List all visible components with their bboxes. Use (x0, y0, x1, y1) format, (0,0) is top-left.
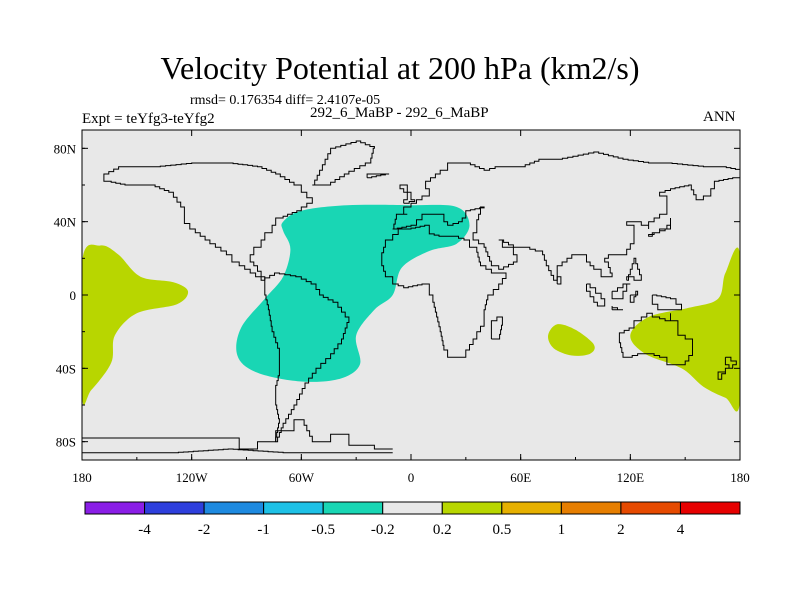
colorbar-label: 1 (558, 522, 566, 538)
y-tick-label: 80S (56, 435, 76, 450)
chart-title: Velocity Potential at 200 hPa (km2/s) (160, 50, 640, 86)
coastline-14 (629, 290, 639, 303)
coastline-5 (381, 224, 507, 358)
colorbar-swatch-10 (679, 501, 741, 515)
positive-region-east-pacific (630, 247, 740, 412)
coastline-11 (586, 283, 606, 307)
y-tick-label: 0 (70, 288, 77, 303)
coastline-6 (392, 151, 740, 230)
colorbar-label: 2 (617, 522, 625, 538)
coastline-10 (717, 356, 737, 380)
colorbar-label: -2 (198, 522, 211, 538)
x-tick-label: 0 (408, 470, 415, 485)
season-label: ANN (703, 109, 736, 125)
positive-region-indian-ocean (547, 324, 595, 356)
colorbar-label: -0.2 (371, 522, 395, 538)
colorbar-swatch-6 (441, 501, 503, 515)
stats-line: rmsd= 0.176354 diff= 2.4107e-05 (190, 93, 381, 108)
x-tick-label: 180 (72, 470, 92, 485)
coastline-13 (611, 283, 631, 300)
x-tick-label: 60E (510, 470, 531, 485)
coastline-18 (399, 184, 416, 204)
coastline-7 (392, 174, 740, 281)
colorbar-label: -0.5 (311, 522, 335, 538)
experiment-label: Expt = teYfg3-teYfg2 (82, 111, 215, 127)
coastline-15 (651, 294, 682, 311)
colorbar-swatch-5 (382, 501, 443, 515)
colorbar-swatch-7 (501, 501, 562, 515)
y-tick-label: 80N (54, 141, 77, 156)
coastline-2 (264, 272, 350, 443)
x-tick-label: 120W (176, 470, 209, 485)
coastline-17 (490, 316, 503, 340)
coastline-16 (626, 257, 642, 281)
coastline-19 (366, 173, 390, 179)
coastline-12 (611, 306, 623, 311)
colorbar-label: 0.2 (433, 522, 452, 538)
coastline-4 (312, 140, 375, 186)
x-tick-label: 180 (730, 470, 750, 485)
colorbar-swatch-2 (203, 501, 265, 515)
coastline-0 (82, 419, 393, 450)
colorbar-label: -1 (257, 522, 270, 538)
colorbar-swatch-3 (263, 501, 324, 515)
colorbar-swatch-8 (560, 501, 622, 515)
colorbar-swatch-0 (84, 501, 146, 515)
case-label: 292_6_MaBP - 292_6_MaBP (310, 105, 489, 121)
coastline-1 (82, 448, 393, 454)
colorbar-swatch-4 (322, 501, 384, 515)
y-tick-label: 40N (54, 215, 77, 230)
coastline-8 (648, 218, 671, 237)
positive-region-west-pacific (82, 244, 189, 405)
coastline-9 (618, 312, 693, 366)
plot-inner (82, 140, 740, 454)
negative-region-atlantic (236, 204, 470, 382)
x-tick-label: 120E (617, 470, 645, 485)
colorbar-label: -4 (138, 522, 151, 538)
x-tick-label: 60W (289, 470, 315, 485)
coastline-20 (556, 276, 562, 285)
y-tick-label: 40S (56, 361, 76, 376)
colorbar-label: 4 (677, 522, 685, 538)
coastline-3 (103, 162, 313, 281)
colorbar-label: 0.5 (492, 522, 511, 538)
colorbar-swatch-1 (144, 501, 205, 515)
colorbar-swatch-9 (620, 501, 681, 515)
